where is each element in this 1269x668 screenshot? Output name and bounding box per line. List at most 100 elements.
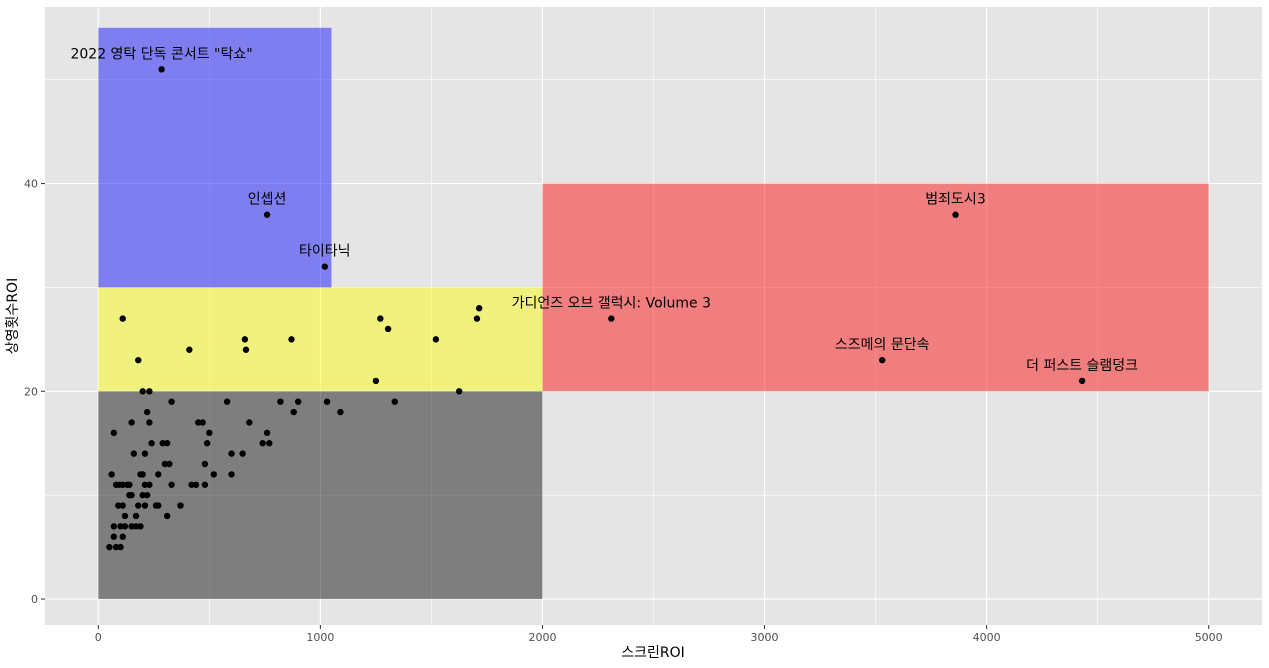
data-point [146,388,153,395]
data-point [203,440,211,447]
data-point [223,398,231,405]
data-point [263,429,271,437]
data-point [128,419,135,426]
data-point [177,502,184,509]
point-label: 범죄도시3 [925,192,985,208]
x-tick-label: 4000 [973,631,1001,644]
data-point [139,388,146,395]
labeled-data-point [952,211,959,218]
labeled-data-point [263,211,271,218]
labeled-data-point [321,263,329,270]
data-point [288,336,295,343]
data-point [128,523,135,530]
data-point [192,481,200,488]
x-axis-ticks: 0 1000 2000 3000 4000 5000 [95,625,1223,644]
data-point [121,523,129,530]
data-point [110,523,118,530]
data-point [239,450,246,457]
data-point [290,408,297,416]
x-tick-label: 5000 [1195,631,1223,644]
data-point [163,440,171,447]
points [106,66,1086,551]
labeled-data-point [1078,377,1086,385]
data-point [159,440,166,447]
data-point [155,502,162,509]
data-point [115,502,122,509]
y-tick-label: 20 [24,385,38,398]
data-point [384,325,392,333]
y-tick-label: 40 [24,178,38,191]
point-label: 더 퍼스트 슬램덩크 [1026,358,1138,374]
data-point [195,419,202,426]
data-point [259,440,266,447]
data-point [119,481,126,488]
data-point [294,398,302,405]
data-point [228,471,235,478]
labeled-data-point [608,315,615,322]
data-point [141,481,149,488]
data-point [391,398,398,405]
data-point [117,523,124,530]
data-point [137,523,144,530]
data-point [201,460,209,468]
y-tick-label: 0 [31,593,38,606]
x-tick-label: 2000 [528,631,556,644]
data-point [132,512,140,520]
data-point [201,481,209,488]
data-point [199,419,206,426]
data-point [377,315,384,322]
data-point [210,471,217,478]
data-point [188,481,195,488]
point-label: 2022 영탁 단독 콘서트 "탁쇼" [70,46,252,62]
data-point [135,502,142,509]
regions [98,27,1209,600]
grid-major [45,7,1262,625]
point-label: 타이타닉 [299,244,351,260]
data-point [119,315,126,322]
data-point [161,460,169,468]
x-tick-label: 0 [95,631,102,644]
data-point [228,450,235,457]
data-point [141,502,149,509]
data-point [106,543,113,551]
data-point [206,429,213,437]
y-axis-ticks: 0 20 40 [24,178,45,606]
data-point [168,481,175,488]
data-point [110,429,118,437]
y-axis-title: 상영횟수ROI [5,278,21,354]
data-point [143,491,151,499]
data-point [119,502,126,509]
shaded-region [542,183,1209,392]
data-point [337,408,344,416]
data-point [123,481,131,488]
data-point [110,533,118,540]
data-point [137,471,144,478]
data-point [139,491,146,499]
point-label: 인셉션 [248,192,287,208]
x-tick-label: 3000 [751,631,779,644]
data-point [372,377,380,385]
grid-minor [45,7,1262,625]
data-point [146,481,153,488]
data-point [475,305,483,312]
data-point [112,543,120,551]
data-point [241,336,249,343]
data-point [266,440,273,447]
data-point [132,523,140,530]
data-point [119,533,126,540]
data-point [277,398,284,405]
data-point [117,543,124,551]
data-point [323,398,331,405]
data-point [130,450,138,457]
point-label: 스즈메의 문단속 [835,337,930,353]
data-point [108,471,115,478]
data-point [163,512,171,520]
data-point [146,419,153,426]
data-point [135,356,142,364]
shaded-region [98,287,543,392]
labeled-data-point [879,356,886,364]
data-point [155,471,162,478]
data-point [143,408,151,416]
